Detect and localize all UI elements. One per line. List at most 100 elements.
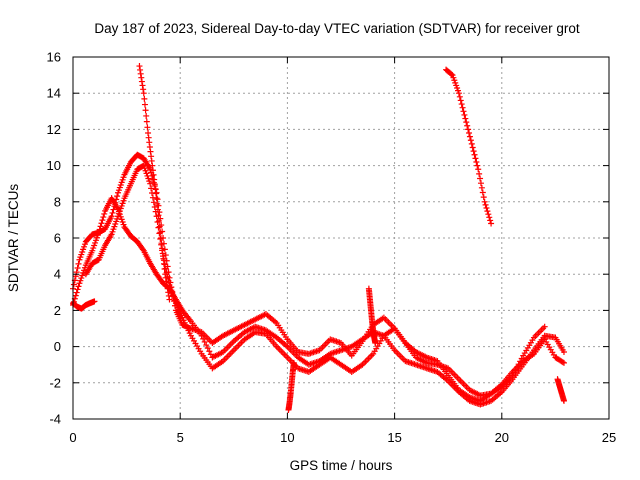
data-point — [153, 195, 160, 202]
grid-lines — [73, 57, 609, 419]
data-point — [70, 281, 77, 288]
data-point — [160, 260, 167, 267]
data-point — [149, 162, 156, 169]
y-tick-label: 8 — [54, 194, 61, 209]
data-point — [114, 193, 121, 200]
data-point — [162, 274, 169, 281]
data-point — [140, 90, 147, 97]
y-tick-label: 2 — [54, 303, 61, 318]
data-point — [166, 296, 173, 303]
data-point — [159, 250, 166, 257]
data-point — [91, 298, 98, 305]
data-point — [466, 133, 473, 140]
data-point — [141, 101, 148, 108]
data-point — [154, 200, 161, 207]
data-point — [473, 158, 480, 165]
data-point — [156, 217, 163, 224]
data-point — [469, 144, 476, 151]
data-point — [160, 255, 167, 262]
x-axis-label: GPS time / hours — [290, 458, 393, 473]
data-point — [465, 126, 472, 133]
data-point — [96, 226, 103, 233]
series-track-c — [82, 162, 567, 399]
data-point — [100, 214, 107, 221]
data-point — [99, 217, 106, 224]
data-point — [472, 155, 479, 162]
data-point — [157, 236, 164, 243]
data-point — [487, 217, 494, 224]
y-tick-label: 12 — [47, 122, 61, 137]
data-point — [164, 282, 171, 289]
data-point — [138, 78, 145, 85]
data-point — [475, 166, 482, 173]
data-point — [147, 166, 154, 173]
data-point — [459, 104, 466, 111]
y-tick-label: 0 — [54, 339, 61, 354]
data-point — [145, 130, 152, 137]
data-point — [463, 119, 470, 126]
data-point — [559, 359, 566, 366]
data-point — [155, 212, 162, 219]
data-point — [484, 208, 491, 215]
data-point — [137, 70, 144, 77]
y-tick-label: 14 — [47, 86, 61, 101]
data-point — [470, 148, 477, 155]
data-point — [97, 223, 104, 230]
series-early-segment — [70, 298, 98, 312]
data-point — [72, 292, 79, 299]
data-point — [560, 349, 567, 356]
data-point — [207, 351, 214, 358]
data-point — [488, 220, 495, 227]
data-point — [461, 111, 468, 118]
y-tick-label: 16 — [47, 50, 61, 65]
y-tick-label: 4 — [54, 267, 61, 282]
data-point — [560, 397, 567, 404]
data-point — [139, 246, 146, 253]
data-point — [138, 74, 145, 81]
data-point — [203, 342, 210, 349]
data-point — [165, 289, 172, 296]
data-point — [162, 271, 169, 278]
data-point — [151, 176, 158, 183]
data-points — [70, 63, 567, 413]
data-point — [464, 122, 471, 129]
chart-title: Day 187 of 2023, Sidereal Day-to-day VTE… — [94, 21, 579, 36]
data-point — [142, 107, 149, 114]
data-point — [148, 153, 155, 160]
data-point — [95, 229, 102, 236]
x-tick-label: 0 — [69, 430, 76, 445]
data-point — [75, 260, 82, 267]
data-point — [151, 203, 158, 210]
data-point — [157, 229, 164, 236]
data-point — [143, 112, 150, 119]
data-point — [476, 170, 483, 177]
y-tick-label: -4 — [49, 412, 61, 427]
data-point — [159, 245, 166, 252]
data-point — [158, 240, 165, 247]
data-point — [146, 139, 153, 146]
data-point — [455, 90, 462, 97]
data-point — [480, 194, 487, 201]
series-end-segment — [554, 376, 567, 404]
data-point — [285, 406, 292, 413]
x-tick-label: 15 — [387, 430, 401, 445]
axis-ticks: 0 5 10 15 20 25 -4 -2 0 2 4 6 8 10 12 14 16 — [47, 50, 617, 446]
data-point — [150, 199, 157, 206]
data-point — [163, 278, 170, 285]
data-point — [486, 214, 493, 221]
data-point — [479, 189, 486, 196]
series-spike-14h — [365, 285, 379, 346]
data-point — [471, 151, 478, 158]
y-tick-label: 6 — [54, 231, 61, 246]
data-point — [448, 71, 455, 78]
data-point — [458, 101, 465, 108]
data-point — [151, 181, 158, 188]
data-point — [198, 332, 205, 339]
data-point — [153, 190, 160, 197]
data-point — [483, 205, 490, 212]
data-point — [161, 246, 168, 253]
data-point — [156, 223, 163, 230]
data-point — [137, 66, 144, 73]
data-point — [467, 137, 474, 144]
data-point — [462, 115, 469, 122]
